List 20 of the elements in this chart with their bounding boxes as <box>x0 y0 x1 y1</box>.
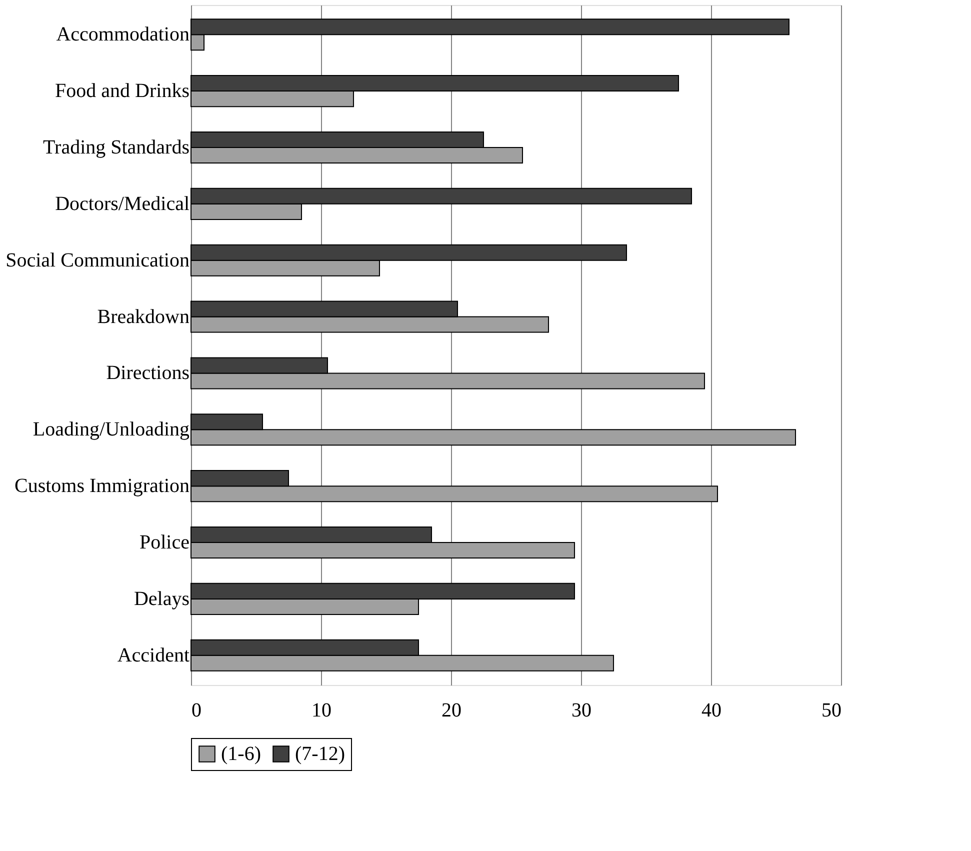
y-tick-label: Doctors/Medical <box>55 192 190 215</box>
y-tick-label: Directions <box>106 362 190 384</box>
x-tick-label: 0 <box>192 700 202 722</box>
x-tick-label: 40 <box>702 700 722 722</box>
y-tick-label: Accident <box>117 644 190 666</box>
y-tick-label: Trading Standards <box>43 136 190 158</box>
x-tick-label: 30 <box>572 700 592 722</box>
x-tick-label: 20 <box>442 700 462 722</box>
y-tick-label: Breakdown <box>97 306 190 328</box>
y-tick-label: Accommodation <box>56 24 190 46</box>
y-tick-label: Social Communication <box>6 249 190 272</box>
x-tick-label: 10 <box>312 700 332 722</box>
y-tick-label: Delays <box>134 588 190 610</box>
y-tick-label: Loading/Unloading <box>32 418 190 441</box>
legend-label: (7-12) <box>295 743 345 765</box>
y-tick-label: Police <box>140 532 190 554</box>
y-tick-label: Food and Drinks <box>55 80 190 102</box>
y-tick-label: Customs Immigration <box>14 475 190 498</box>
legend-label: (1-6) <box>221 743 261 765</box>
x-tick-label: 50 <box>822 700 842 722</box>
